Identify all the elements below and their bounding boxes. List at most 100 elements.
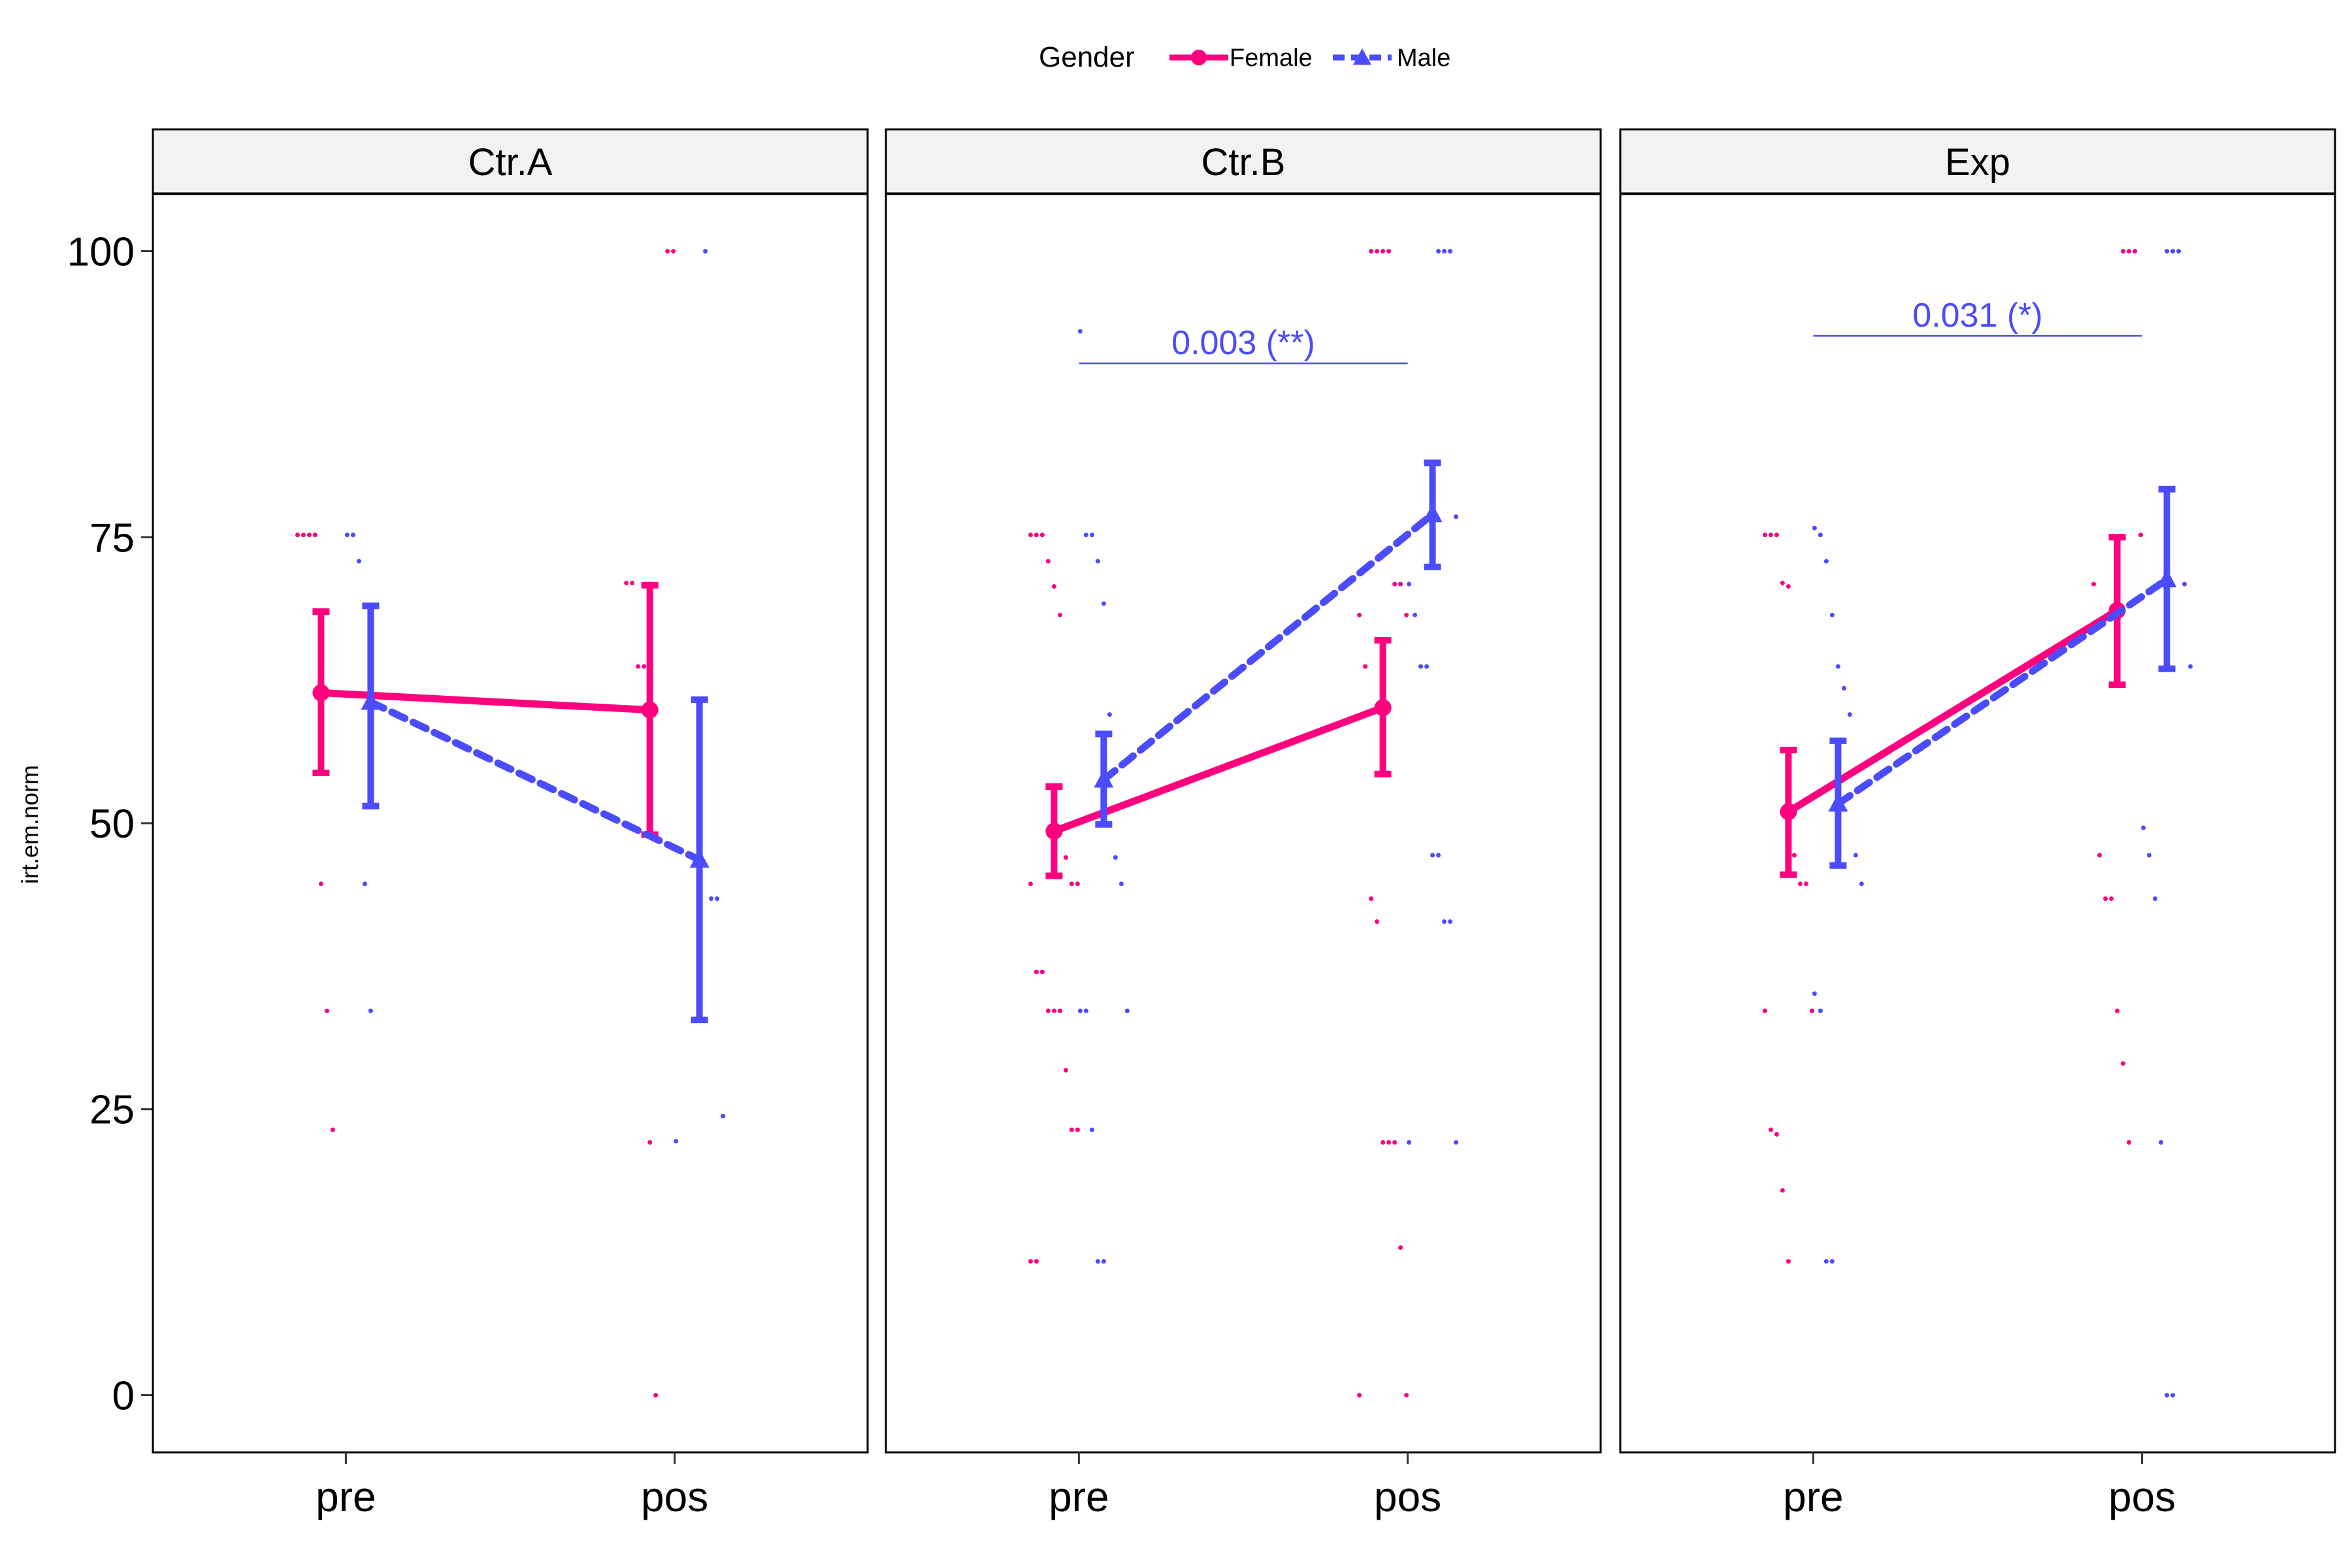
x-tick-label: pre	[1783, 1473, 1844, 1520]
raw-point-female	[1045, 1008, 1051, 1013]
raw-point-male	[1095, 1259, 1100, 1264]
raw-point-male	[362, 881, 367, 887]
raw-point-female	[1034, 1259, 1039, 1264]
raw-point-female	[318, 881, 323, 887]
y-tick-label: 0	[112, 1373, 135, 1418]
raw-point-female	[1051, 1008, 1056, 1013]
raw-point-female	[1375, 249, 1380, 254]
raw-point-female	[1380, 1140, 1386, 1145]
raw-point-male	[1818, 1008, 1823, 1013]
raw-point-male	[1829, 612, 1835, 617]
raw-point-male	[1124, 1008, 1130, 1013]
y-tick-label: 75	[90, 515, 135, 561]
raw-point-female	[312, 532, 318, 538]
raw-point-female	[2115, 1008, 2120, 1013]
raw-point-female	[330, 1127, 335, 1132]
raw-point-male	[1101, 1259, 1106, 1264]
y-axis-label: irt.em.norm	[16, 765, 43, 884]
mean-point-female	[1374, 699, 1392, 717]
raw-point-female	[1369, 896, 1374, 902]
raw-point-female	[1809, 1008, 1814, 1013]
raw-point-male	[1077, 1008, 1083, 1013]
significance-label: 0.031 (*)	[1912, 297, 2042, 335]
raw-point-female	[324, 1008, 329, 1013]
raw-point-female	[1039, 970, 1045, 975]
panel-exp: Exp pre pos 0.031 (*)	[1619, 128, 2336, 1520]
raw-point-female	[1369, 249, 1374, 254]
raw-point-female	[1051, 584, 1056, 589]
raw-point-female	[642, 664, 647, 669]
series-female	[1780, 534, 2126, 878]
raw-point-male	[1853, 853, 1858, 858]
raw-point-male	[1113, 855, 1118, 860]
raw-point-male	[1823, 1259, 1829, 1264]
raw-point-male	[344, 532, 350, 538]
raw-point-male	[2164, 1392, 2170, 1397]
raw-point-male	[1835, 664, 1840, 669]
legend-item-female: Female	[1169, 44, 1313, 72]
significance-annotation: 0.031 (*)	[1813, 297, 2142, 337]
mean-point-male	[2157, 569, 2177, 588]
raw-point-male	[2147, 853, 2152, 858]
raw-point-male	[1436, 853, 1441, 858]
raw-point-female	[1063, 855, 1068, 860]
raw-point-female	[647, 1140, 653, 1145]
raw-point-female	[2103, 896, 2108, 902]
raw-point-female	[1045, 559, 1051, 564]
raw-point-female	[1780, 580, 1785, 585]
series-line-male	[1100, 510, 1437, 783]
raw-point-male	[2188, 664, 2193, 669]
raw-point-male	[1418, 664, 1424, 669]
raw-point-female	[1028, 532, 1033, 538]
raw-point-female	[1774, 1132, 1779, 1137]
raw-point-female	[2127, 249, 2132, 254]
raw-point-male	[1454, 514, 1459, 519]
raw-point-female	[1028, 881, 1033, 887]
raw-point-female	[653, 1392, 659, 1397]
legend: Gender Female Male	[1039, 41, 1450, 73]
raw-point-male	[2141, 825, 2146, 830]
mean-point-female	[312, 684, 330, 702]
raw-point-male	[1436, 249, 1441, 254]
raw-point-male	[1089, 532, 1094, 538]
y-tick-label: 25	[90, 1088, 135, 1133]
raw-point-female	[1069, 1127, 1074, 1132]
y-tick-label: 50	[90, 802, 135, 847]
raw-point-female	[1039, 532, 1045, 538]
raw-point-male	[2182, 581, 2187, 587]
x-tick-label: pre	[316, 1473, 376, 1520]
raw-point-female	[1392, 1140, 1397, 1145]
strip-background	[152, 128, 869, 195]
raw-point-male	[1083, 1008, 1088, 1013]
raw-point-male	[2170, 1392, 2176, 1397]
y-axis: 0 25 50 75 100	[67, 230, 153, 1418]
raw-point-male	[721, 1113, 726, 1119]
panels: Ctr.A pre pos Ctr.B pre pos 0.003 (**) Exp pre po…	[152, 128, 2336, 1520]
panel-border	[885, 193, 1602, 1454]
raw-point-male	[1442, 249, 1447, 254]
mean-point-female	[1780, 803, 1797, 821]
raw-point-female	[1404, 612, 1409, 617]
raw-point-female	[1386, 1140, 1392, 1145]
raw-point-male	[1424, 664, 1429, 669]
raw-point-female	[1034, 970, 1039, 975]
mean-point-male	[1422, 504, 1443, 523]
raw-point-male	[1083, 532, 1088, 538]
raw-point-female	[671, 249, 676, 254]
raw-point-female	[1803, 881, 1808, 887]
raw-point-male	[368, 1008, 373, 1013]
strip-label: Ctr.A	[468, 141, 553, 184]
raw-point-female	[2132, 249, 2138, 254]
legend-label-female: Female	[1230, 44, 1313, 72]
raw-point-male	[1442, 919, 1447, 924]
strip-label: Exp	[1945, 141, 2010, 184]
raw-point-female	[1774, 532, 1779, 538]
series-line-female	[317, 689, 654, 714]
panel-ctr-a: Ctr.A pre pos	[152, 128, 869, 1520]
legend-title: Gender	[1039, 41, 1135, 73]
raw-point-male	[674, 1139, 679, 1144]
raw-point-female	[1768, 1127, 1773, 1132]
legend-item-male: Male	[1333, 44, 1450, 72]
raw-point-female	[2121, 249, 2126, 254]
raw-point-female	[1075, 1127, 1080, 1132]
